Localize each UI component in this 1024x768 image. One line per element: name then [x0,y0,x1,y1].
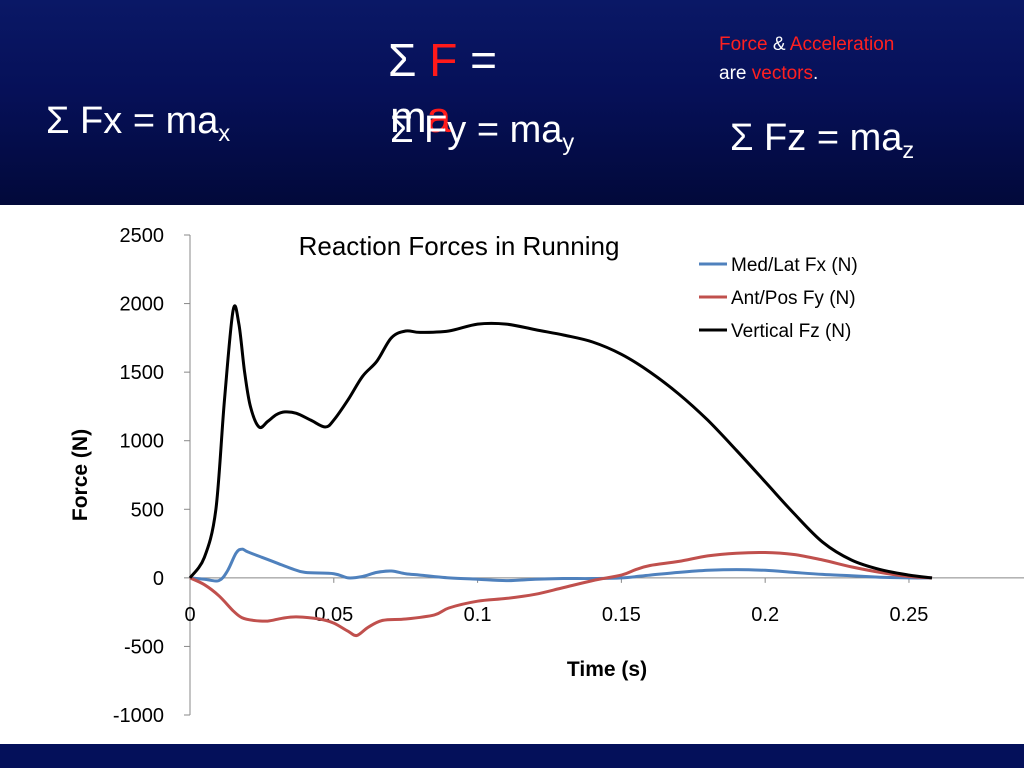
equals-symbol: = [470,34,497,86]
legend-label: Vertical Fz (N) [731,321,851,342]
legend-label: Med/Lat Fx (N) [731,255,858,276]
chart-title: Reaction Forces in Running [299,231,620,261]
note-force: Force [719,34,768,55]
x-tick-label: 0 [184,604,195,626]
x-axis-label: Time (s) [567,658,647,681]
y-tick-label: 2000 [120,294,165,316]
x-tick-label: 0.15 [602,604,641,626]
equation-fy: Σ Fy = may [390,109,575,156]
y-tick-label: 1500 [120,362,165,384]
y-axis-label: Force (N) [69,429,92,521]
x-tick-label: 0.1 [464,604,492,626]
y-tick-label: -1000 [113,705,164,727]
note-acceleration: Acceleration [789,34,895,55]
y-tick-label: 0 [153,568,164,590]
series-line-vertical-fz-n [188,304,933,580]
vectors-note: Force & Acceleration are vectors. [719,30,894,89]
equation-sum-force: Σ F = [388,37,497,83]
y-tick-label: -500 [124,636,164,658]
sigma-symbol: Σ [388,34,417,86]
note-period: . [813,63,819,85]
note-ampersand: & [772,34,786,55]
acceleration-symbol: a [426,93,452,142]
x-tick-label: 0.2 [751,604,779,626]
equation-fz: Σ Fz = maz [730,117,915,164]
header-banner: Σ F = ma Σ Fx = max Σ Fy = may Σ Fz = ma… [0,0,1024,205]
y-tick-label: 2500 [120,225,165,247]
equation-ma: ma [390,96,451,140]
y-tick-label: 500 [131,499,164,521]
footer-bar [0,744,1024,768]
series-line-ant-pos-fy-n [189,550,933,638]
mass-symbol: m [390,93,427,142]
chart-series [188,304,933,638]
y-tick-label: 1000 [120,431,165,453]
legend-label: Ant/Pos Fy (N) [731,288,856,309]
equation-fx: Σ Fx = max [46,100,231,147]
force-symbol: F [429,34,458,86]
chart-legend: Med/Lat Fx (N) Ant/Pos Fy (N) Vertical Fz … [699,255,858,342]
note-are: are [719,63,747,85]
note-vectors: vectors [751,63,813,85]
series-line-med-lat-fx-n [189,547,933,583]
x-tick-label: 0.25 [889,604,928,626]
